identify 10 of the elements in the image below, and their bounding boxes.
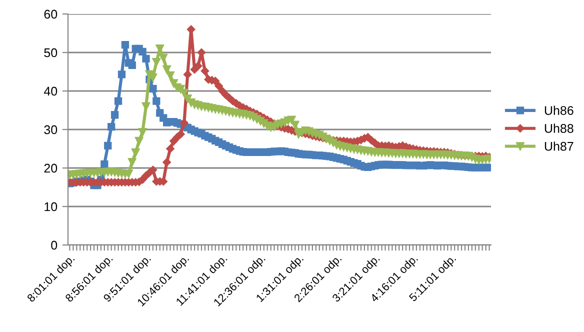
y-tick-label: 40: [44, 86, 58, 96]
legend-label: Uh86: [544, 106, 574, 115]
y-tick-label: 10: [44, 202, 58, 212]
y-tick-label: 20: [44, 164, 58, 173]
y-tick-label: 0: [51, 240, 58, 250]
y-tick-label: 60: [44, 10, 58, 19]
y-tick-label: 30: [44, 125, 58, 134]
y-tick-label: 50: [44, 48, 58, 58]
legend-label: Uh88: [544, 124, 574, 133]
legend-label: Uh87: [544, 142, 574, 151]
